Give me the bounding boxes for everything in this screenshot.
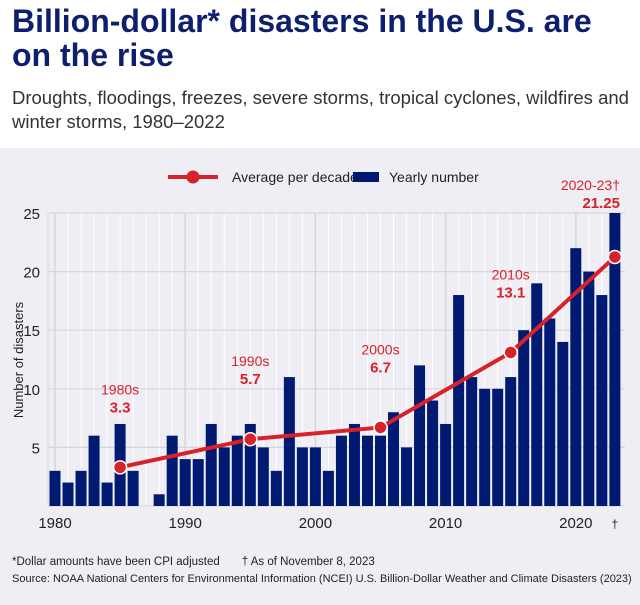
- bar-2021: [583, 271, 595, 506]
- bar-2020: [570, 248, 582, 506]
- source: Source: NOAA National Centers for Enviro…: [12, 573, 632, 585]
- bar-1982: [75, 470, 87, 506]
- decade-value: 5.7: [240, 371, 261, 388]
- bar-2022: [596, 295, 608, 506]
- bar-2004: [361, 435, 373, 506]
- bar-2013: [479, 388, 491, 506]
- bar-2005: [375, 435, 386, 506]
- x-tick-label: 1990: [169, 515, 202, 532]
- y-tick-label: 15: [23, 323, 40, 340]
- bar-1990: [179, 459, 191, 506]
- bar-1981: [62, 482, 74, 506]
- bar-2007: [401, 447, 413, 506]
- average-point: [503, 345, 518, 360]
- bar-1989: [166, 435, 178, 506]
- bar-1993: [218, 447, 230, 506]
- bar-1983: [88, 435, 100, 506]
- bar-2006: [388, 412, 400, 506]
- decade-label: 1980s: [101, 381, 139, 397]
- decade-value: 13.1: [496, 284, 525, 301]
- x-tick-label: 1980: [38, 515, 71, 532]
- y-tick-label: 25: [23, 206, 40, 223]
- bar-1992: [205, 423, 217, 506]
- bar-1997: [270, 470, 282, 506]
- y-axis-label: Number of disasters: [11, 301, 26, 418]
- x-tick-label: 2020: [559, 515, 592, 532]
- bar-2001: [322, 470, 334, 506]
- decade-label: 2000s: [361, 341, 399, 357]
- y-tick-label: 10: [23, 382, 40, 399]
- footnote-cpi: *Dollar amounts have been CPI adjusted: [12, 556, 220, 568]
- bar-1995: [244, 423, 256, 506]
- bar-2015: [505, 377, 517, 506]
- bar-1998: [283, 377, 295, 506]
- chart-title: Billion-dollar* disasters in the U.S. ar…: [12, 3, 592, 73]
- bar-2012: [466, 377, 478, 506]
- bar-2011: [453, 295, 465, 506]
- bar-1986: [127, 470, 139, 506]
- bar-1988: [153, 494, 165, 506]
- y-tick-label: 20: [23, 265, 40, 282]
- bar-1999: [296, 447, 308, 506]
- decade-value: 3.3: [110, 399, 131, 416]
- legend-point-swatch: [186, 170, 200, 184]
- average-point: [373, 420, 388, 435]
- x-tick-label: 2000: [299, 515, 332, 532]
- chart-subtitle: Droughts, floodings, freezes, severe sto…: [12, 87, 629, 132]
- bar-2002: [335, 435, 347, 506]
- decade-label: 2010s: [492, 266, 530, 282]
- x-tick-label: †: [612, 517, 619, 531]
- bar-1984: [101, 482, 113, 506]
- average-point: [607, 249, 623, 265]
- decade-value: 21.25: [582, 195, 620, 212]
- bar-1994: [231, 435, 243, 506]
- bar-2009: [427, 400, 439, 506]
- decade-value: 6.7: [370, 359, 391, 376]
- bar-2003: [348, 423, 360, 506]
- average-point: [243, 431, 258, 447]
- bar-2008: [414, 365, 426, 506]
- bar-2018: [544, 318, 556, 506]
- bar-2010: [440, 423, 452, 506]
- legend-label-average: Average per decade: [232, 169, 358, 185]
- bar-2019: [557, 341, 569, 506]
- footnote-date: † As of November 8, 2023: [241, 556, 375, 568]
- y-tick-label: 5: [32, 440, 40, 457]
- bar-1991: [192, 459, 204, 506]
- decade-label: 1990s: [231, 353, 269, 369]
- x-tick-label: 2010: [429, 515, 462, 532]
- bar-2000: [309, 447, 321, 506]
- header: Billion-dollar* disasters in the U.S. ar…: [0, 0, 640, 148]
- legend-bar-swatch: [353, 172, 379, 182]
- bar-2014: [492, 388, 504, 506]
- bar-1980: [49, 470, 61, 506]
- footnotes: *Dollar amounts have been CPI adjusted † …: [12, 556, 375, 568]
- legend-label-yearly: Yearly number: [389, 169, 479, 185]
- decade-label: 2020-23†: [561, 177, 620, 193]
- bar-1996: [257, 447, 269, 506]
- bar-2017: [531, 283, 543, 506]
- average-point: [112, 460, 128, 475]
- bar-2023: [609, 213, 621, 506]
- bar-2016: [518, 330, 530, 506]
